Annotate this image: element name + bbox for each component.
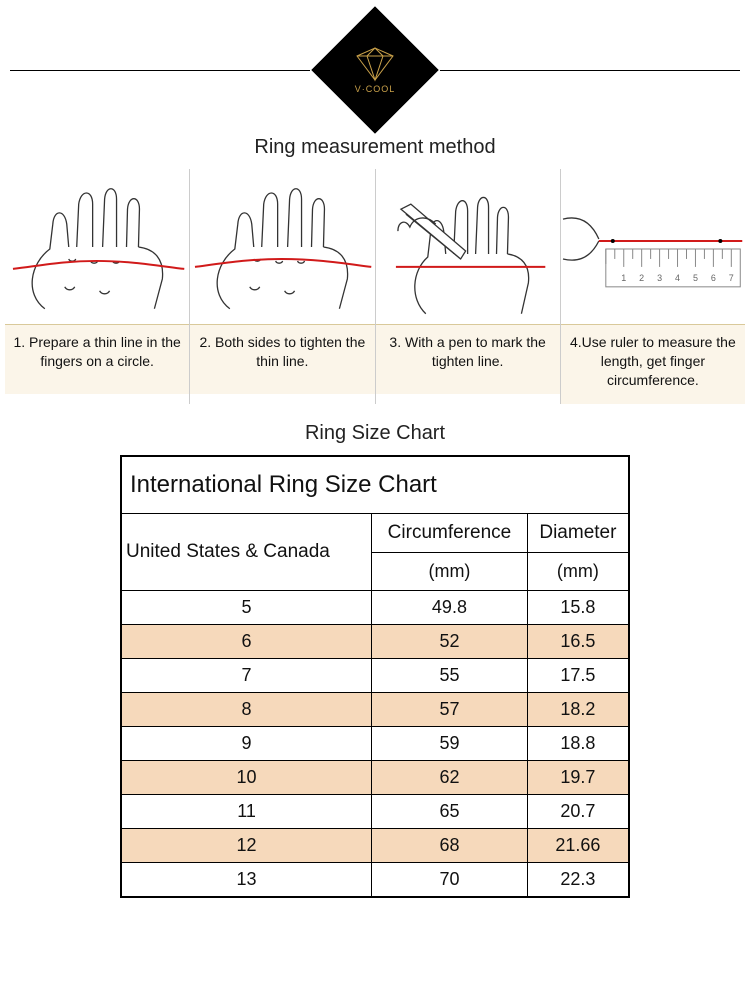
table-cell: 21.66	[527, 828, 629, 862]
method-step: 2. Both sides to tighten the thin line.	[189, 169, 374, 404]
table-row: 116520.7	[121, 794, 629, 828]
table-cell: 8	[121, 692, 372, 726]
size-table: International Ring Size Chart United Sta…	[120, 455, 630, 898]
method-step: 1 2 3 4 5 6 7	[560, 169, 745, 404]
table-cell: 16.5	[527, 624, 629, 658]
col-dia-header: Diameter	[527, 513, 629, 552]
table-cell: 11	[121, 794, 372, 828]
table-cell: 22.3	[527, 862, 629, 897]
table-row: 106219.7	[121, 760, 629, 794]
table-cell: 65	[372, 794, 528, 828]
step-caption: 1. Prepare a thin line in the fingers on…	[5, 324, 189, 394]
table-cell: 19.7	[527, 760, 629, 794]
table-cell: 18.8	[527, 726, 629, 760]
step-illustration	[190, 169, 374, 324]
table-title: International Ring Size Chart	[121, 456, 629, 514]
table-row: 95918.8	[121, 726, 629, 760]
table-cell: 18.2	[527, 692, 629, 726]
table-cell: 52	[372, 624, 528, 658]
table-header-row: United States & Canada Circumference Dia…	[121, 513, 629, 552]
col-dia-unit: (mm)	[527, 552, 629, 590]
divider-line-left	[10, 70, 310, 71]
method-step: 3. With a pen to mark the tighten line.	[375, 169, 560, 404]
table-cell: 7	[121, 658, 372, 692]
step-illustration	[376, 169, 560, 324]
divider-line-right	[440, 70, 740, 71]
table-cell: 12	[121, 828, 372, 862]
method-title: Ring measurement method	[0, 136, 750, 159]
table-row: 65216.5	[121, 624, 629, 658]
svg-text:1: 1	[621, 273, 626, 283]
step-caption: 3. With a pen to mark the tighten line.	[376, 324, 560, 394]
table-row: 549.815.8	[121, 590, 629, 624]
step-caption: 4.Use ruler to measure the length, get f…	[561, 324, 745, 404]
table-cell: 49.8	[372, 590, 528, 624]
logo-mark: V·COOL	[330, 46, 420, 94]
table-cell: 15.8	[527, 590, 629, 624]
table-cell: 59	[372, 726, 528, 760]
table-cell: 13	[121, 862, 372, 897]
table-cell: 6	[121, 624, 372, 658]
method-step: 1. Prepare a thin line in the fingers on…	[5, 169, 189, 404]
table-cell: 55	[372, 658, 528, 692]
table-cell: 10	[121, 760, 372, 794]
col-circ-unit: (mm)	[372, 552, 528, 590]
table-cell: 9	[121, 726, 372, 760]
step-illustration: 1 2 3 4 5 6 7	[561, 169, 745, 324]
table-row: 126821.66	[121, 828, 629, 862]
svg-text:3: 3	[657, 273, 662, 283]
table-cell: 70	[372, 862, 528, 897]
svg-text:6: 6	[711, 273, 716, 283]
svg-text:7: 7	[729, 273, 734, 283]
step-illustration	[5, 169, 189, 324]
table-cell: 17.5	[527, 658, 629, 692]
method-steps: 1. Prepare a thin line in the fingers on…	[5, 169, 745, 404]
table-title-row: International Ring Size Chart	[121, 456, 629, 514]
diamond-icon	[353, 46, 397, 82]
table-row: 137022.3	[121, 862, 629, 897]
logo-header: V·COOL	[0, 10, 750, 130]
table-cell: 62	[372, 760, 528, 794]
step-caption: 2. Both sides to tighten the thin line.	[190, 324, 374, 394]
table-row: 85718.2	[121, 692, 629, 726]
svg-text:4: 4	[675, 273, 680, 283]
svg-text:5: 5	[693, 273, 698, 283]
table-cell: 68	[372, 828, 528, 862]
svg-text:2: 2	[639, 273, 644, 283]
table-cell: 5	[121, 590, 372, 624]
table-cell: 57	[372, 692, 528, 726]
logo-caption: V·COOL	[330, 84, 420, 94]
size-chart: International Ring Size Chart United Sta…	[120, 455, 630, 898]
col-circ-header: Circumference	[372, 513, 528, 552]
table-cell: 20.7	[527, 794, 629, 828]
chart-title: Ring Size Chart	[0, 422, 750, 445]
col-size-header: United States & Canada	[121, 513, 372, 590]
table-row: 75517.5	[121, 658, 629, 692]
